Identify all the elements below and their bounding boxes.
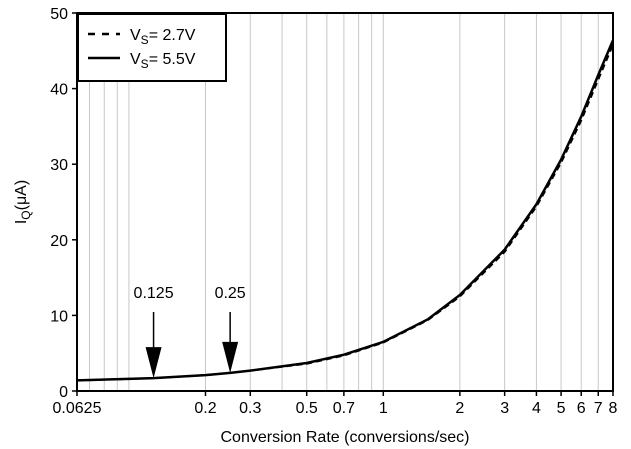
annotation-label: 0.125 [134, 285, 174, 302]
x-tick-label: 0.5 [296, 400, 318, 417]
x-tick-label: 0.7 [333, 400, 355, 417]
x-tick-label: 5 [557, 400, 566, 417]
x-tick-label: 1 [379, 400, 388, 417]
plot-frame [76, 12, 614, 392]
y-tick-label: 10 [50, 308, 68, 325]
legend-box [77, 13, 227, 82]
x-axis-title: Conversion Rate (conversions/sec) [221, 429, 470, 446]
y-axis-title: IQ(μA) [13, 180, 33, 224]
series-line-0 [76, 44, 614, 382]
x-tick-label: 0.0625 [53, 400, 102, 417]
annotation-label: 0.25 [215, 285, 246, 302]
x-tick-label: 0.2 [194, 400, 216, 417]
grid-lines [89, 13, 599, 391]
x-tick-label: 4 [532, 400, 541, 417]
x-tick-label: 8 [609, 400, 618, 417]
x-tick-label: 3 [500, 400, 509, 417]
legend: VS= 2.7V VS= 5.5V [77, 13, 227, 82]
legend-label-1: VS= 5.5V [130, 51, 196, 71]
y-tick-label: 20 [50, 233, 68, 250]
series-layer [76, 39, 615, 382]
y-tick-label: 50 [50, 6, 68, 23]
y-axis-ticks: 0 10 20 30 40 50 [50, 6, 77, 401]
x-tick-label: 2 [455, 400, 464, 417]
annotations: 0.125 0.25 [134, 285, 246, 379]
y-tick-label: 0 [59, 384, 68, 401]
x-tick-label: 0.3 [239, 400, 261, 417]
y-tick-label: 40 [50, 82, 68, 99]
y-tick-label: 30 [50, 157, 68, 174]
series-line-1 [76, 39, 615, 382]
legend-label-0: VS= 2.7V [130, 27, 196, 47]
x-tick-label: 6 [577, 400, 586, 417]
annotation-arrow-head [222, 341, 239, 373]
x-tick-label: 7 [594, 400, 603, 417]
x-axis-ticks: 0.0625 0.2 0.3 0.5 0.7 1 2 3 4 5 6 7 8 [53, 391, 618, 417]
annotation-arrow-head [145, 347, 162, 379]
